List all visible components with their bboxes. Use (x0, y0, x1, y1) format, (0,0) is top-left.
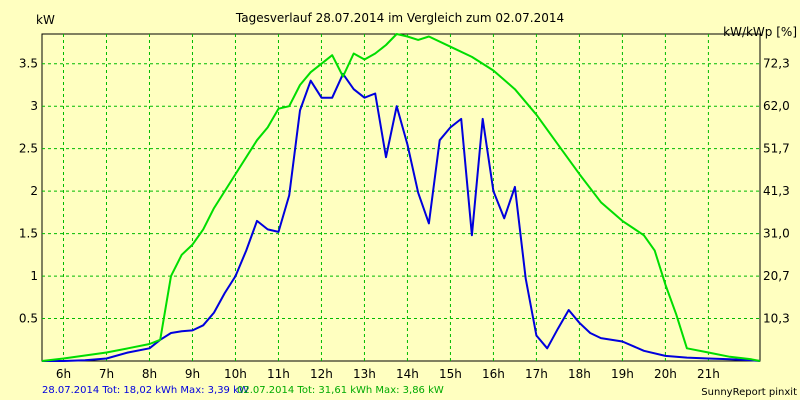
chart-title: Tagesverlauf 28.07.2014 im Vergleich zum… (235, 11, 564, 25)
x-tick-label: 12h (310, 367, 333, 381)
series-line-2 (41, 33, 761, 362)
y-tick-label-left: 2.5 (19, 142, 38, 156)
grid-lines (42, 34, 760, 361)
y-tick-label-left: 1 (30, 269, 38, 283)
y-tick-label-left: 2 (30, 184, 38, 198)
y-tick-label-right: 51,7 (763, 142, 790, 156)
y-tick-label-left: 1.5 (19, 227, 38, 241)
x-tick-label: 10h (224, 367, 247, 381)
x-tick-label: 6h (56, 367, 71, 381)
y-axis-label-right: kW/kWp [%] (723, 25, 797, 39)
x-tick-label: 18h (568, 367, 591, 381)
credit-label: SunnyReport pinxit (701, 387, 797, 398)
series-lines (41, 33, 761, 362)
x-tick-label: 15h (439, 367, 462, 381)
x-tick-label: 13h (353, 367, 376, 381)
x-tick-label: 19h (611, 367, 634, 381)
x-tick-label: 21h (697, 367, 720, 381)
x-tick-label: 16h (482, 367, 505, 381)
y-tick-label-right: 31,0 (763, 227, 790, 241)
y-tick-label-right: 20,7 (763, 269, 790, 283)
x-tick-label: 17h (525, 367, 548, 381)
y-tick-label-right: 62,0 (763, 99, 790, 113)
y-axis-label-left: kW (36, 13, 55, 27)
x-tick-label: 11h (267, 367, 290, 381)
x-tick-label: 14h (396, 367, 419, 381)
y-tick-label-right: 10,3 (763, 312, 790, 326)
x-tick-label: 8h (142, 367, 157, 381)
y-tick-label-right: 41,3 (763, 184, 790, 198)
plot-area (41, 33, 761, 362)
legend-series-1: 28.07.2014 Tot: 18,02 kWh Max: 3,39 kW (42, 385, 249, 396)
legend-series-2: 02.07.2014 Tot: 31,61 kWh Max: 3,86 kW (237, 385, 444, 396)
y-tick-label-left: 3.5 (19, 57, 38, 71)
y-tick-label-right: 72,3 (763, 57, 790, 71)
series-line-1 (42, 72, 761, 362)
x-tick-label: 7h (99, 367, 114, 381)
x-tick-label: 20h (654, 367, 677, 381)
axis-labels: 6h 7h 8h 9h 10h 11h 12h 13h 14h 15h 16h 17h 18h 19h 20… (19, 57, 790, 381)
x-tick-label: 9h (185, 367, 200, 381)
y-tick-label-left: 3 (30, 99, 38, 113)
y-tick-label-left: 0.5 (19, 312, 38, 326)
